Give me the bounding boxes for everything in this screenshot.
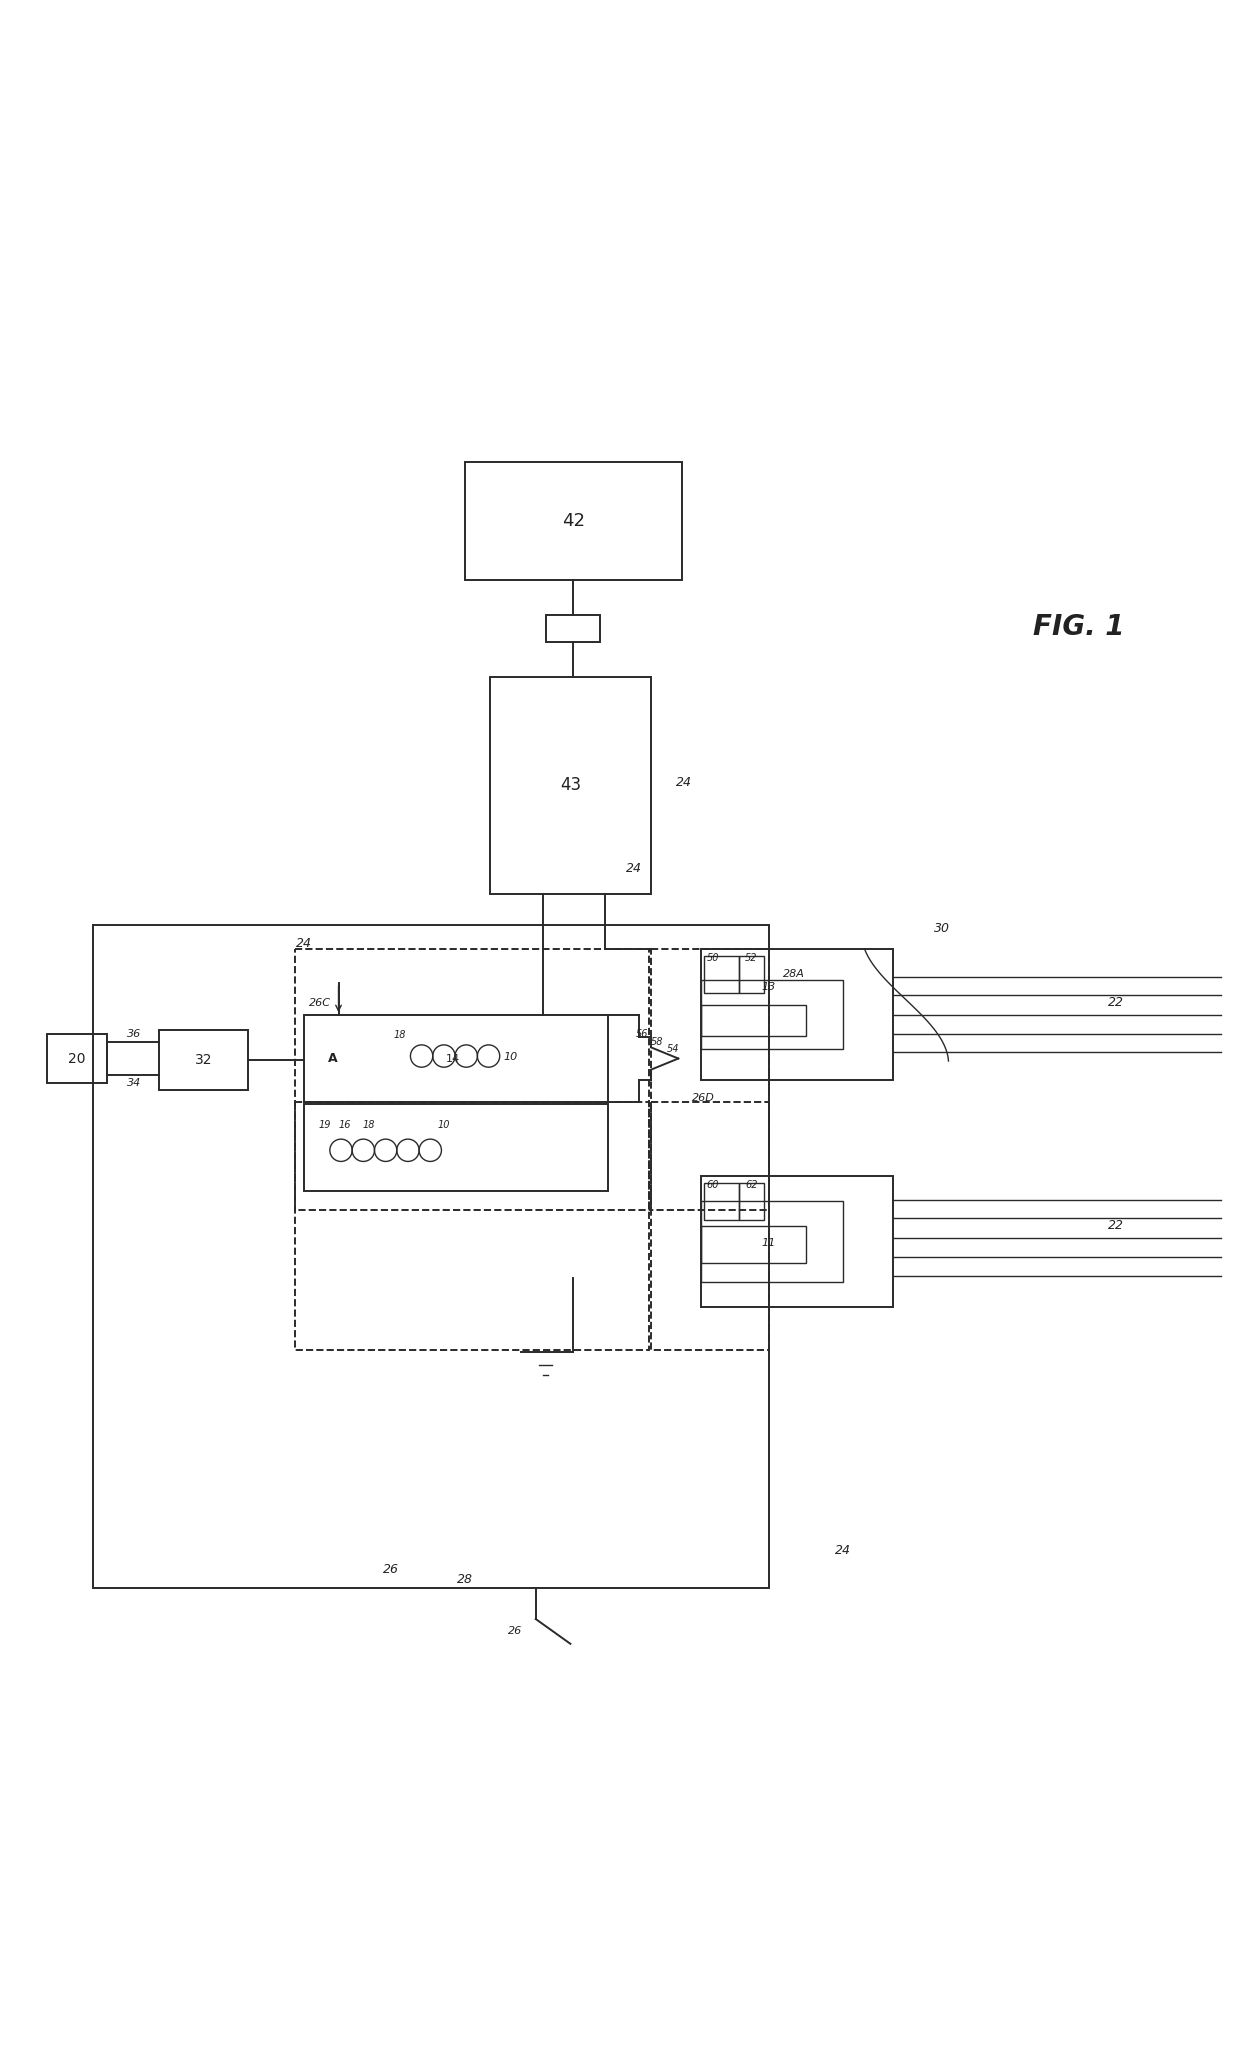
- Text: 42: 42: [562, 513, 585, 529]
- Text: 19: 19: [319, 1121, 331, 1131]
- Text: 26C: 26C: [309, 997, 331, 1007]
- Text: 24: 24: [836, 1545, 851, 1557]
- Bar: [465, 461, 682, 579]
- Text: 14: 14: [445, 1053, 460, 1063]
- Bar: [47, 1034, 107, 1084]
- Text: 52: 52: [745, 954, 758, 964]
- Bar: [701, 981, 843, 1049]
- Text: 34: 34: [126, 1077, 141, 1088]
- Bar: [304, 1016, 608, 1102]
- Text: 56: 56: [636, 1028, 649, 1038]
- Text: 24: 24: [296, 937, 311, 950]
- Text: 28: 28: [458, 1574, 472, 1586]
- Text: 18: 18: [362, 1121, 374, 1131]
- Bar: [651, 950, 769, 1209]
- Text: 10: 10: [503, 1053, 518, 1063]
- Bar: [546, 614, 600, 643]
- Bar: [93, 925, 769, 1588]
- Bar: [295, 950, 649, 1209]
- Text: FIG. 1: FIG. 1: [1033, 614, 1125, 641]
- Text: 22: 22: [1109, 1220, 1123, 1232]
- Text: 18: 18: [393, 1030, 405, 1040]
- Text: 36: 36: [126, 1028, 141, 1038]
- Text: 22: 22: [1109, 997, 1123, 1009]
- Text: 54: 54: [667, 1044, 680, 1053]
- Text: 20: 20: [68, 1051, 86, 1065]
- Bar: [651, 1102, 769, 1349]
- Text: 26: 26: [507, 1627, 522, 1636]
- Bar: [701, 1201, 843, 1281]
- Text: 24: 24: [676, 775, 692, 789]
- Bar: [701, 1176, 893, 1306]
- Text: 58: 58: [651, 1038, 663, 1046]
- Text: 26D: 26D: [692, 1094, 714, 1104]
- Text: 50: 50: [707, 954, 719, 964]
- Bar: [304, 1104, 608, 1191]
- Text: 43: 43: [559, 777, 582, 793]
- Text: 30: 30: [935, 921, 950, 935]
- Bar: [701, 950, 893, 1079]
- Bar: [739, 1182, 764, 1220]
- Text: 32: 32: [195, 1053, 212, 1067]
- Bar: [159, 1030, 248, 1090]
- Text: 60: 60: [707, 1180, 719, 1191]
- Text: 13: 13: [761, 983, 776, 991]
- Text: 62: 62: [745, 1180, 758, 1191]
- Text: 11: 11: [761, 1238, 776, 1248]
- Bar: [701, 1226, 806, 1263]
- Bar: [704, 956, 739, 993]
- Text: 28A: 28A: [782, 968, 805, 978]
- Text: 26: 26: [383, 1564, 398, 1576]
- Text: A: A: [327, 1053, 337, 1065]
- Bar: [701, 1005, 806, 1036]
- Text: 10: 10: [438, 1121, 450, 1131]
- Bar: [295, 1102, 649, 1349]
- Text: 24: 24: [626, 863, 642, 876]
- Bar: [490, 676, 651, 894]
- Bar: [704, 1182, 739, 1220]
- Text: 16: 16: [339, 1121, 351, 1131]
- Bar: [739, 956, 764, 993]
